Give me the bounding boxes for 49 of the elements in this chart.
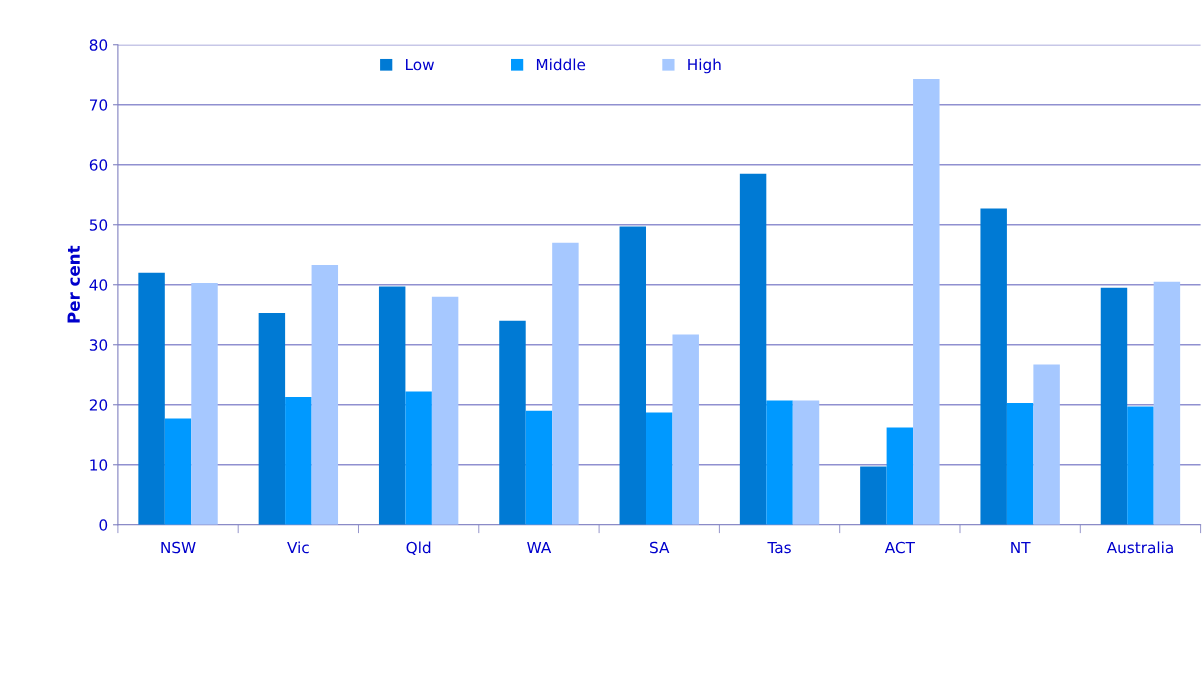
x-tick-label: NT [1011,541,1031,554]
y-tick-label: 20 [89,399,108,411]
legend-label: Middle [536,58,586,71]
bar [1100,287,1128,525]
y-tick-label: 30 [89,339,108,351]
x-tick-label: Tas [767,541,791,554]
bar [792,400,820,525]
bar [766,400,793,525]
bar [1127,406,1154,525]
x-tick-label: Vic [287,541,309,554]
bar [285,396,312,525]
bar [886,427,914,525]
bar [1006,402,1034,525]
bar [311,264,339,525]
bar [646,412,673,525]
y-tick-label: 50 [89,219,108,231]
bar [138,272,165,525]
bar [191,282,218,525]
y-tick-label: 60 [89,159,108,171]
bar [258,312,286,525]
bar [405,391,432,525]
y-axis-title: Per cent [67,245,80,323]
bar [1033,364,1060,525]
y-tick-label: 70 [89,99,108,111]
bar [860,466,887,525]
x-tick-label: Qld [406,541,431,556]
y-tick-label: 0 [99,519,108,531]
bar [1153,281,1181,525]
x-tick-label: ACT [884,541,915,554]
y-tick-label: 80 [89,39,108,51]
bar [552,242,579,525]
x-tick-label: WA [527,541,552,554]
y-tick-label: 40 [89,279,108,291]
bar [378,286,406,525]
bar [431,296,459,525]
x-tick-label: Australia [1106,541,1173,554]
legend-label: High [688,58,721,74]
bar [913,78,940,525]
y-tick-label: 10 [90,459,108,471]
x-tick-label: NSW [161,541,196,554]
bar [980,208,1007,525]
legend-label: Low [406,58,434,71]
x-tick-label: SA [650,541,670,554]
bar [672,334,699,525]
bar [164,418,192,525]
bar [739,173,767,525]
bar [619,226,647,525]
bar [499,320,526,525]
bar [525,410,553,525]
